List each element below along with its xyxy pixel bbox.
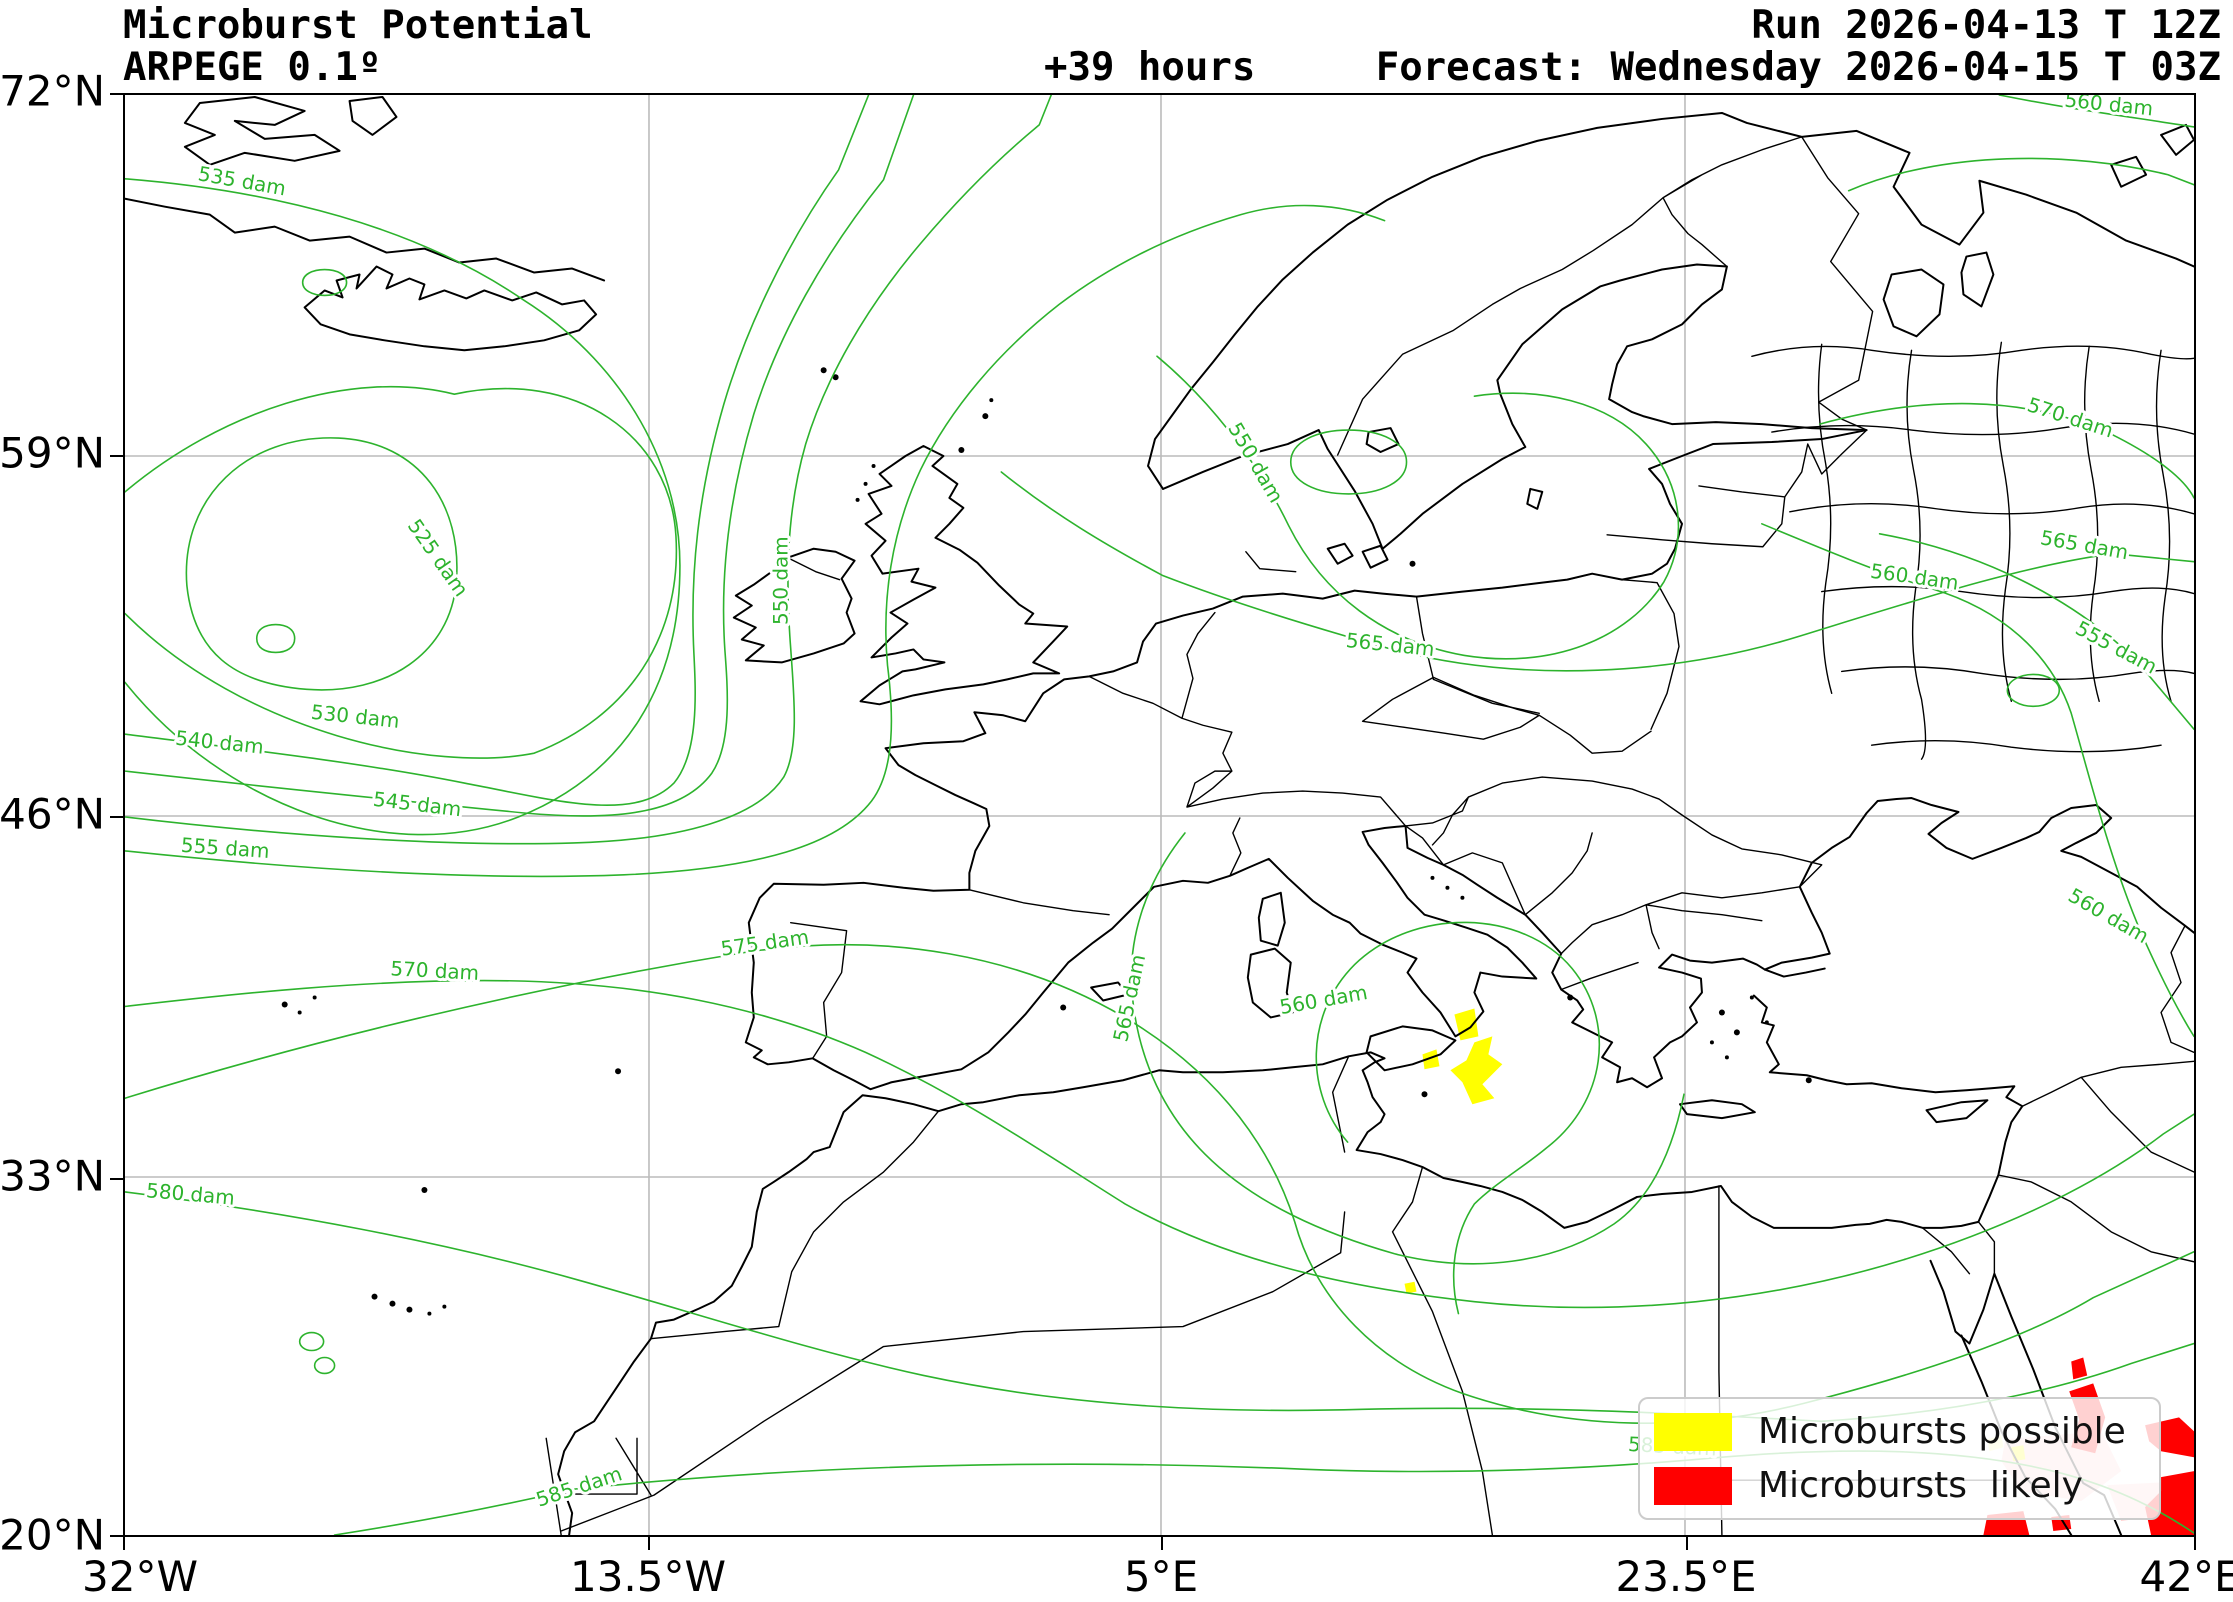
contour-label: 585 dam xyxy=(533,1461,625,1511)
contour-label: 555 dam xyxy=(2072,616,2162,679)
map-plot-area: 535 dam 525 dam 530 dam 540 dam 545 dam … xyxy=(123,93,2196,1537)
contour-label: 550 dam xyxy=(1223,418,1288,507)
xtick-mark xyxy=(648,1537,650,1550)
xtick-mark xyxy=(2194,1537,2196,1550)
ytick-59n: 59°N xyxy=(0,428,105,478)
ytick-33n: 33°N xyxy=(0,1151,105,1201)
likely-swatch xyxy=(1654,1466,1732,1505)
model-subtitle: ARPEGE 0.1º xyxy=(123,45,382,90)
ytick-mark xyxy=(110,93,123,95)
possible-swatch xyxy=(1654,1412,1732,1451)
contour-label: 560 dam xyxy=(1869,559,1960,595)
page-title: Microburst Potential xyxy=(123,3,593,48)
contour-label: 560 dam xyxy=(2064,883,2153,948)
ytick-46n: 46°N xyxy=(0,789,105,839)
legend-row-possible: Microbursts possible xyxy=(1654,1410,2159,1454)
forecast-label: Forecast: Wednesday 2026-04-15 T 03Z xyxy=(1375,45,2221,90)
xtick-42e: 42°E xyxy=(2139,1552,2233,1601)
ytick-mark xyxy=(110,455,123,457)
microburst-likely-patch xyxy=(2071,1357,2088,1380)
ytick-mark xyxy=(110,1535,123,1537)
contour-label: 535 dam xyxy=(196,161,288,200)
xtick-5e: 5°E xyxy=(1123,1552,1199,1601)
contour-label: 570 dam xyxy=(2025,392,2117,442)
lead-time-label: +39 hours xyxy=(1044,45,1256,90)
country-borders xyxy=(540,136,2194,1535)
contour-label: 580 dam xyxy=(145,1178,235,1210)
xtick-mark xyxy=(1161,1537,1163,1550)
legend-row-likely: Microbursts likely xyxy=(1654,1464,2159,1508)
ytick-20n: 20°N xyxy=(0,1510,105,1560)
run-label: Run 2026-04-13 T 12Z xyxy=(1751,3,2221,48)
microburst-likely-patch xyxy=(2145,1471,2194,1535)
microburst-possible-patch xyxy=(1422,1049,1440,1070)
hazard-legend: Microbursts possible Microbursts likely xyxy=(1638,1397,2161,1520)
contour-label: 560 dam xyxy=(2064,95,2155,121)
ytick-mark xyxy=(110,1178,123,1180)
contour-label: 530 dam xyxy=(310,700,401,733)
contour-label: 575 dam xyxy=(719,925,810,961)
likely-label: Microbursts likely xyxy=(1758,1465,2083,1506)
ytick-72n: 72°N xyxy=(0,66,105,116)
contour-label: 550 dam xyxy=(769,536,793,625)
contour-label: 540 dam xyxy=(174,726,265,759)
contour-lines xyxy=(125,95,2194,1535)
contour-label: 570 dam xyxy=(390,956,480,985)
europe-map: 535 dam 525 dam 530 dam 540 dam 545 dam … xyxy=(125,95,2194,1535)
xtick-mark xyxy=(123,1537,125,1550)
graticule xyxy=(125,95,2194,1535)
microburst-possible-patch xyxy=(1450,1036,1503,1105)
contour-label: 525 dam xyxy=(403,515,474,601)
microburst-possible-patch xyxy=(1404,1281,1417,1294)
possible-label: Microbursts possible xyxy=(1758,1411,2126,1452)
xtick-32w: 32°W xyxy=(82,1552,198,1601)
ytick-mark xyxy=(110,816,123,818)
xtick-135w: 13.5°W xyxy=(569,1552,727,1601)
xtick-235e: 23.5°E xyxy=(1615,1552,1757,1601)
xtick-mark xyxy=(1686,1537,1688,1550)
contour-labels: 535 dam 525 dam 530 dam 540 dam 545 dam … xyxy=(142,95,2164,1515)
